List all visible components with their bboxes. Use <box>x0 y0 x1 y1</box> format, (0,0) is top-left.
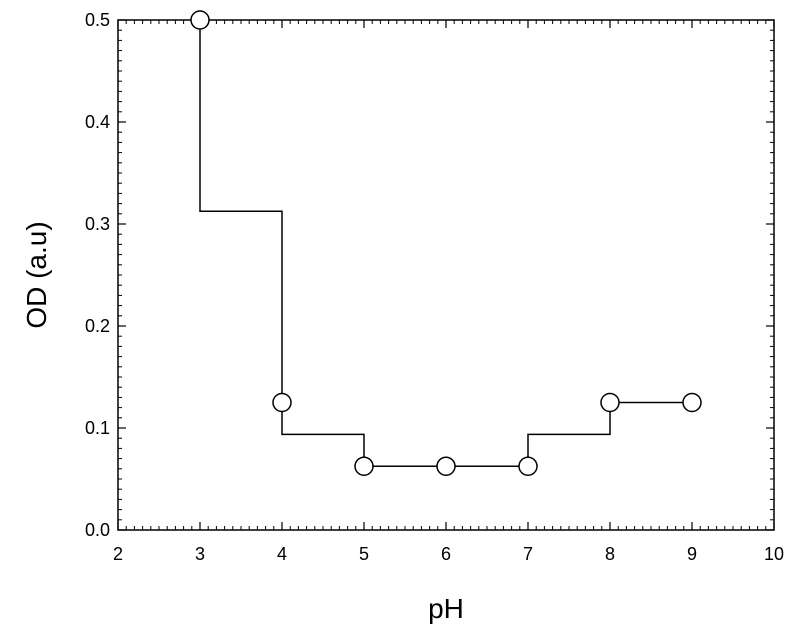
x-tick-labels: 2 3 4 5 6 7 8 9 10 <box>113 544 784 564</box>
data-point-marker <box>600 392 620 413</box>
x-tick-label: 4 <box>277 544 287 564</box>
y-tick-label: 0.5 <box>85 10 110 30</box>
x-tick-label: 9 <box>687 544 697 564</box>
major-ticks <box>117 19 775 531</box>
x-tick-label: 3 <box>195 544 205 564</box>
data-point-marker <box>272 392 292 413</box>
y-axis-title: OD (a.u) <box>21 221 52 328</box>
data-point-marker <box>190 10 210 30</box>
y-tick-label: 0.2 <box>85 316 110 336</box>
x-tick-label: 10 <box>764 544 784 564</box>
data-point-marker <box>682 392 702 413</box>
x-tick-label: 2 <box>113 544 123 564</box>
x-tick-label: 7 <box>523 544 533 564</box>
minor-ticks <box>117 19 775 531</box>
y-tick-labels: 0.0 0.1 0.2 0.3 0.4 0.5 <box>85 10 110 540</box>
y-tick-label: 0.3 <box>85 214 110 234</box>
data-point-marker <box>354 456 374 476</box>
x-axis-title: pH <box>428 593 464 624</box>
y-tick-label: 0.1 <box>85 418 110 438</box>
y-tick-label: 0.0 <box>85 520 110 540</box>
x-tick-label: 8 <box>605 544 615 564</box>
plot-frame <box>117 19 775 531</box>
y-tick-label: 0.4 <box>85 112 110 132</box>
data-point-marker <box>436 456 456 476</box>
data-markers <box>190 10 702 476</box>
x-tick-label: 5 <box>359 544 369 564</box>
data-point-marker <box>518 456 538 476</box>
x-tick-label: 6 <box>441 544 451 564</box>
